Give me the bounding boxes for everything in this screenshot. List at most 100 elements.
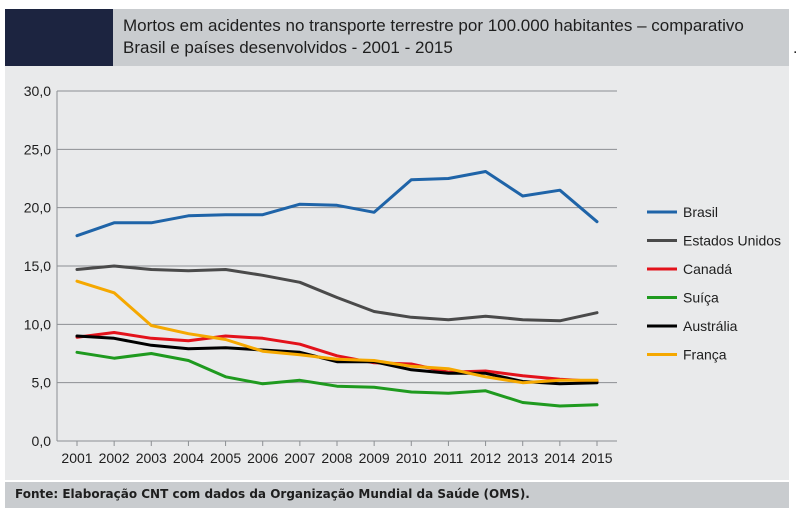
- data-point: [75, 351, 79, 354]
- data-point: [187, 332, 190, 335]
- data-point: [298, 281, 302, 284]
- line-chart: 0,0 5,0 10,0 15,0 20,0 25,0 30,0 2001 2002 2003 20…: [24, 83, 781, 466]
- data-point: [447, 318, 450, 321]
- data-point: [447, 367, 450, 370]
- x-tick-label: 2005: [210, 450, 241, 466]
- data-point: [112, 291, 116, 295]
- x-tick-label: 2001: [61, 450, 92, 466]
- chart-title: Mortos em acidentes no transporte terres…: [123, 16, 744, 57]
- data-point: [447, 391, 450, 395]
- data-point: [484, 389, 487, 393]
- x-tick-label: 2010: [396, 450, 427, 466]
- y-tick-label: 0,0: [32, 433, 52, 449]
- data-point: [595, 311, 599, 314]
- data-point: [224, 375, 227, 379]
- data-point: [372, 310, 376, 313]
- grid-layer: [57, 90, 617, 442]
- data-point: [410, 316, 413, 319]
- data-point: [521, 374, 524, 377]
- data-point: [224, 334, 227, 338]
- data-point: [484, 170, 487, 173]
- data-point: [261, 274, 264, 277]
- data-point: [595, 381, 599, 384]
- series-line-brasil: [75, 170, 599, 238]
- data-point: [595, 379, 599, 382]
- data-point: [558, 404, 562, 408]
- legend-label: Canadá: [683, 261, 732, 277]
- x-tick-label: 2015: [581, 450, 612, 466]
- y-tick-label: 5,0: [32, 375, 52, 391]
- data-point: [521, 318, 524, 321]
- data-point: [298, 342, 302, 346]
- data-point: [372, 359, 376, 362]
- data-point: [595, 403, 599, 407]
- data-point: [75, 234, 79, 237]
- data-point: [558, 382, 562, 386]
- title-bar: Mortos em acidentes no transporte terres…: [113, 9, 789, 66]
- data-point: [187, 339, 190, 342]
- data-point: [112, 356, 116, 360]
- data-point: [261, 349, 264, 353]
- chart-panel: 0,0 5,0 10,0 15,0 20,0 25,0 30,0 2001 2002 2003 20…: [5, 66, 789, 480]
- series-line-estados-unidos: [75, 264, 599, 323]
- data-point: [410, 390, 413, 394]
- legend-label: Austrália: [683, 318, 738, 334]
- data-point: [261, 213, 264, 216]
- data-point: [298, 353, 302, 356]
- legend-label: Brasil: [683, 204, 718, 220]
- data-point: [335, 204, 339, 207]
- data-point: [335, 360, 339, 363]
- x-tick-label: 2012: [470, 450, 501, 466]
- data-point: [112, 264, 116, 268]
- data-point: [558, 379, 562, 382]
- data-point: [372, 386, 376, 389]
- data-point: [224, 338, 227, 341]
- legend-label: França: [683, 347, 727, 363]
- header-block: [5, 9, 113, 66]
- data-point: [150, 324, 153, 327]
- x-tick-label: 2011: [433, 450, 463, 466]
- legend: Brasil Estados Unidos Canadá Suíça Austrália…: [647, 204, 781, 363]
- source-note: Fonte: Elaboração CNT com dados da Organ…: [15, 487, 530, 501]
- data-point: [335, 384, 339, 388]
- data-point: [261, 337, 264, 340]
- data-point: [150, 344, 153, 347]
- data-point: [521, 401, 524, 404]
- data-point: [75, 279, 79, 283]
- x-tick-label: 2007: [284, 450, 315, 466]
- data-point: [187, 359, 190, 362]
- data-point: [298, 351, 302, 354]
- data-point: [410, 362, 413, 366]
- x-tick-label: 2004: [173, 450, 204, 466]
- data-point: [410, 365, 413, 368]
- x-tick-label: 2014: [544, 450, 575, 466]
- x-tick-label: 2003: [136, 450, 167, 466]
- legend-label: Suíça: [683, 290, 719, 306]
- data-point: [224, 213, 227, 216]
- data-point: [261, 382, 264, 386]
- y-tick-label: 30,0: [24, 83, 51, 99]
- decorative-dot: .: [793, 40, 798, 57]
- data-point: [112, 221, 116, 225]
- axis-layer: 0,0 5,0 10,0 15,0 20,0 25,0 30,0 2001 2002 2003 20…: [24, 83, 613, 466]
- data-point: [595, 220, 599, 223]
- data-point: [335, 296, 339, 299]
- data-point: [447, 177, 450, 180]
- data-point: [521, 194, 524, 198]
- data-point: [447, 372, 450, 375]
- data-point: [150, 268, 153, 271]
- data-point: [484, 372, 487, 375]
- data-point: [298, 379, 302, 382]
- y-tick-label: 15,0: [24, 258, 51, 274]
- data-point: [224, 268, 227, 271]
- data-point: [75, 334, 79, 338]
- data-point: [150, 221, 153, 225]
- data-point: [410, 178, 413, 181]
- data-point: [75, 268, 79, 271]
- y-tick-label: 20,0: [24, 200, 51, 216]
- legend-label: Estados Unidos: [683, 233, 781, 249]
- data-point: [335, 354, 339, 358]
- y-tick-label: 25,0: [24, 141, 51, 157]
- series-layer: [75, 170, 599, 408]
- data-point: [372, 211, 376, 214]
